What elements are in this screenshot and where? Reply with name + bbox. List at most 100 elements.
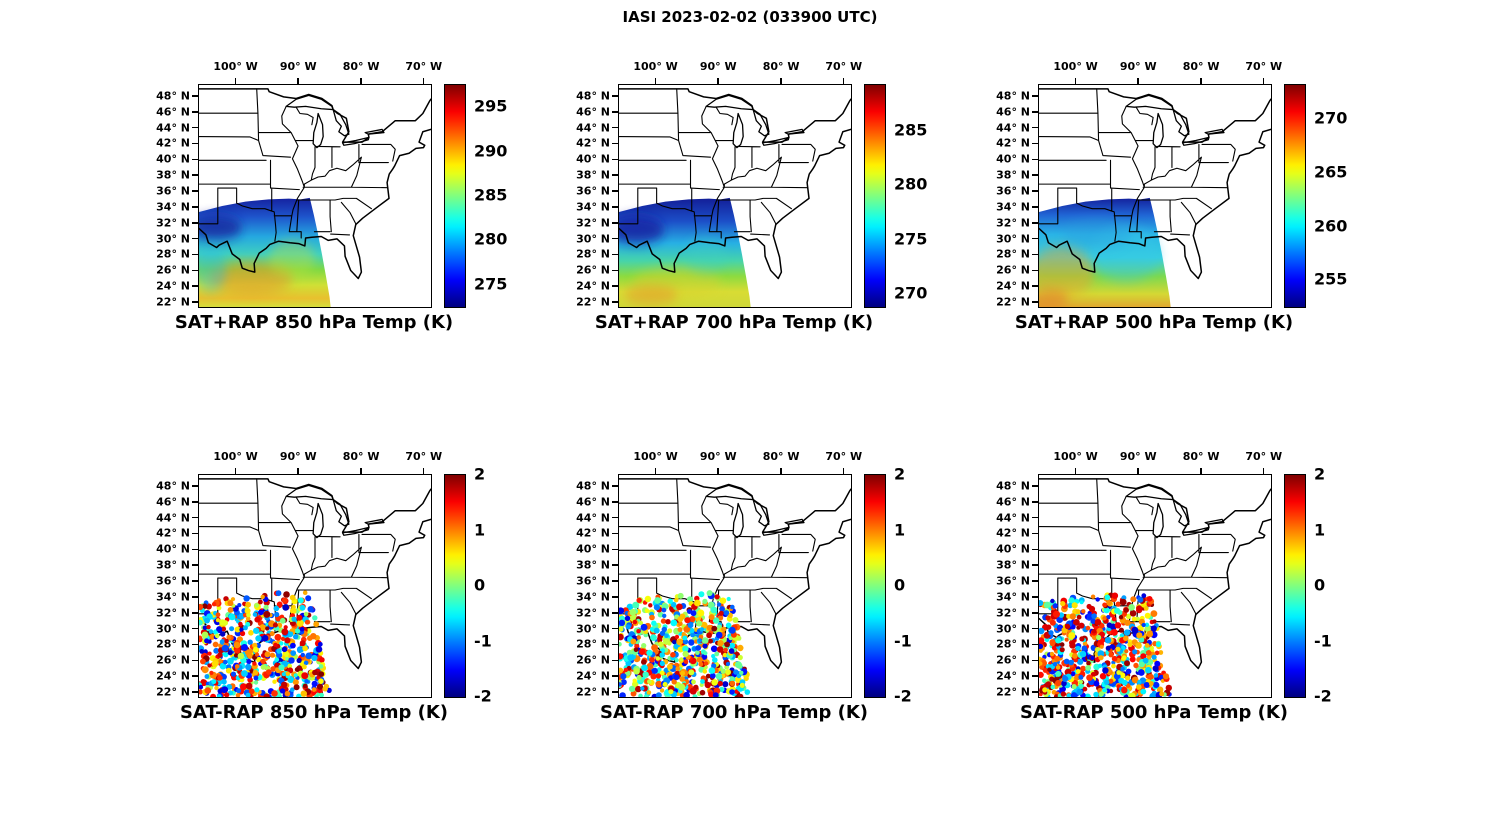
scatter-dot (248, 688, 255, 695)
colorbar-tick-label: 0 (894, 575, 906, 595)
scatter-dot (254, 616, 261, 623)
lat-tick-label: 22° N (996, 295, 1030, 309)
scatter-dot (1145, 650, 1152, 656)
lat-tick-label: 46° N (576, 105, 610, 119)
colorbar-tick-label: 275 (474, 274, 508, 294)
scatter-dot (212, 641, 219, 648)
scatter-dot (722, 681, 729, 688)
scatter-dot (1061, 680, 1067, 687)
scatter-dot (640, 623, 648, 631)
lon-tick-label: 70° W (405, 450, 443, 463)
scatter-dot (619, 692, 626, 697)
scatter-dot (1106, 600, 1112, 606)
scatter-dot (1071, 602, 1078, 609)
scatter-dot (205, 603, 212, 610)
scatter-dot (244, 607, 251, 614)
scatter-dot (700, 679, 705, 684)
scatter-dot (624, 615, 631, 621)
scatter-dot (1070, 692, 1078, 697)
scatter-dot (711, 663, 717, 669)
scatter-dot (636, 635, 641, 640)
scatter-dot (710, 606, 718, 614)
scatter-dot (1039, 671, 1044, 678)
scatter-dot (1106, 615, 1111, 620)
scatter-dot (221, 626, 227, 632)
scatter-dot (698, 661, 704, 667)
lat-tick-label: 48° N (576, 89, 610, 103)
scatter-dot (1054, 655, 1061, 662)
scatter-dot (1138, 637, 1145, 643)
scatter-dot (722, 652, 728, 658)
scatter-dot (211, 660, 219, 668)
lat-tick-mark (1032, 237, 1038, 240)
lat-tick-mark (612, 501, 618, 503)
scatter-dot (619, 653, 624, 660)
lon-tick-mark (422, 468, 425, 474)
scatter-dot (1115, 601, 1121, 607)
scatter-dot (199, 621, 203, 626)
scatter-dot (717, 640, 724, 647)
lat-tick-label: 34° N (156, 200, 190, 214)
scatter-dot (670, 619, 678, 627)
lon-tick-mark (360, 78, 362, 84)
lon-tick-label: 70° W (405, 60, 443, 73)
scatter-dot (263, 610, 271, 618)
lon-tick-label: 80° W (1182, 450, 1220, 463)
lat-tick-label: 44° N (576, 121, 610, 134)
lat-tick-label: 34° N (996, 200, 1030, 214)
scatter-dot (696, 620, 703, 627)
scatter-dot (1076, 614, 1082, 620)
scatter-dot (711, 625, 718, 632)
lat-tick-mark (1032, 190, 1038, 192)
scatter-dot (630, 638, 637, 645)
colorbar-tick-label: 290 (474, 141, 508, 161)
lat-tick-mark (192, 580, 198, 582)
lon-tick-mark (717, 468, 719, 474)
scatter-dot (1123, 629, 1131, 636)
scatter-dot (208, 629, 214, 634)
swath-color-blob (199, 215, 242, 240)
lat-tick-label: 26° N (156, 263, 190, 277)
scatter-dot (676, 638, 684, 646)
lon-tick-label: 80° W (1182, 60, 1220, 73)
scatter-dot (1064, 623, 1071, 630)
scatter-dot (677, 616, 684, 623)
scatter-dot (315, 646, 323, 653)
scatter-dot (290, 687, 295, 692)
scatter-dot (716, 602, 722, 607)
scatter-dot (695, 650, 700, 656)
scatter-dot (719, 597, 727, 604)
scatter-dot (293, 684, 300, 691)
scatter-dot (1146, 596, 1153, 602)
swath-color-blob (1039, 289, 1069, 307)
scatter-dot (625, 660, 632, 667)
lon-tick-label: 90° W (279, 60, 317, 73)
scatter-dot (311, 654, 318, 662)
scatter-dot (1059, 642, 1065, 647)
lat-tick-mark (192, 675, 198, 677)
scatter-dot (1149, 645, 1154, 651)
scatter-dot (672, 639, 677, 645)
scatter-dot (233, 653, 239, 658)
map-frame (618, 474, 852, 698)
scatter-dot (260, 658, 266, 664)
scatter-dot (646, 690, 652, 695)
scatter-dot (638, 620, 644, 626)
lat-tick-label: 26° N (576, 653, 610, 667)
colorbar-tick-label: 260 (1314, 216, 1348, 236)
lat-tick-mark (192, 269, 198, 271)
scatter-dot (221, 644, 229, 652)
scatter-dot (626, 649, 633, 656)
colorbar-tick-label: 265 (1314, 162, 1348, 182)
lat-tick-mark (192, 158, 198, 160)
lon-tick-mark (1137, 78, 1139, 84)
scatter-dot (1111, 660, 1116, 665)
scatter-dot (287, 663, 293, 669)
scatter-dot (736, 673, 741, 679)
scatter-dot (199, 603, 204, 611)
colorbar (444, 474, 466, 698)
lat-tick-label: 40° N (996, 152, 1030, 166)
scatter-dot (1152, 665, 1159, 672)
scatter-dot (273, 605, 280, 612)
